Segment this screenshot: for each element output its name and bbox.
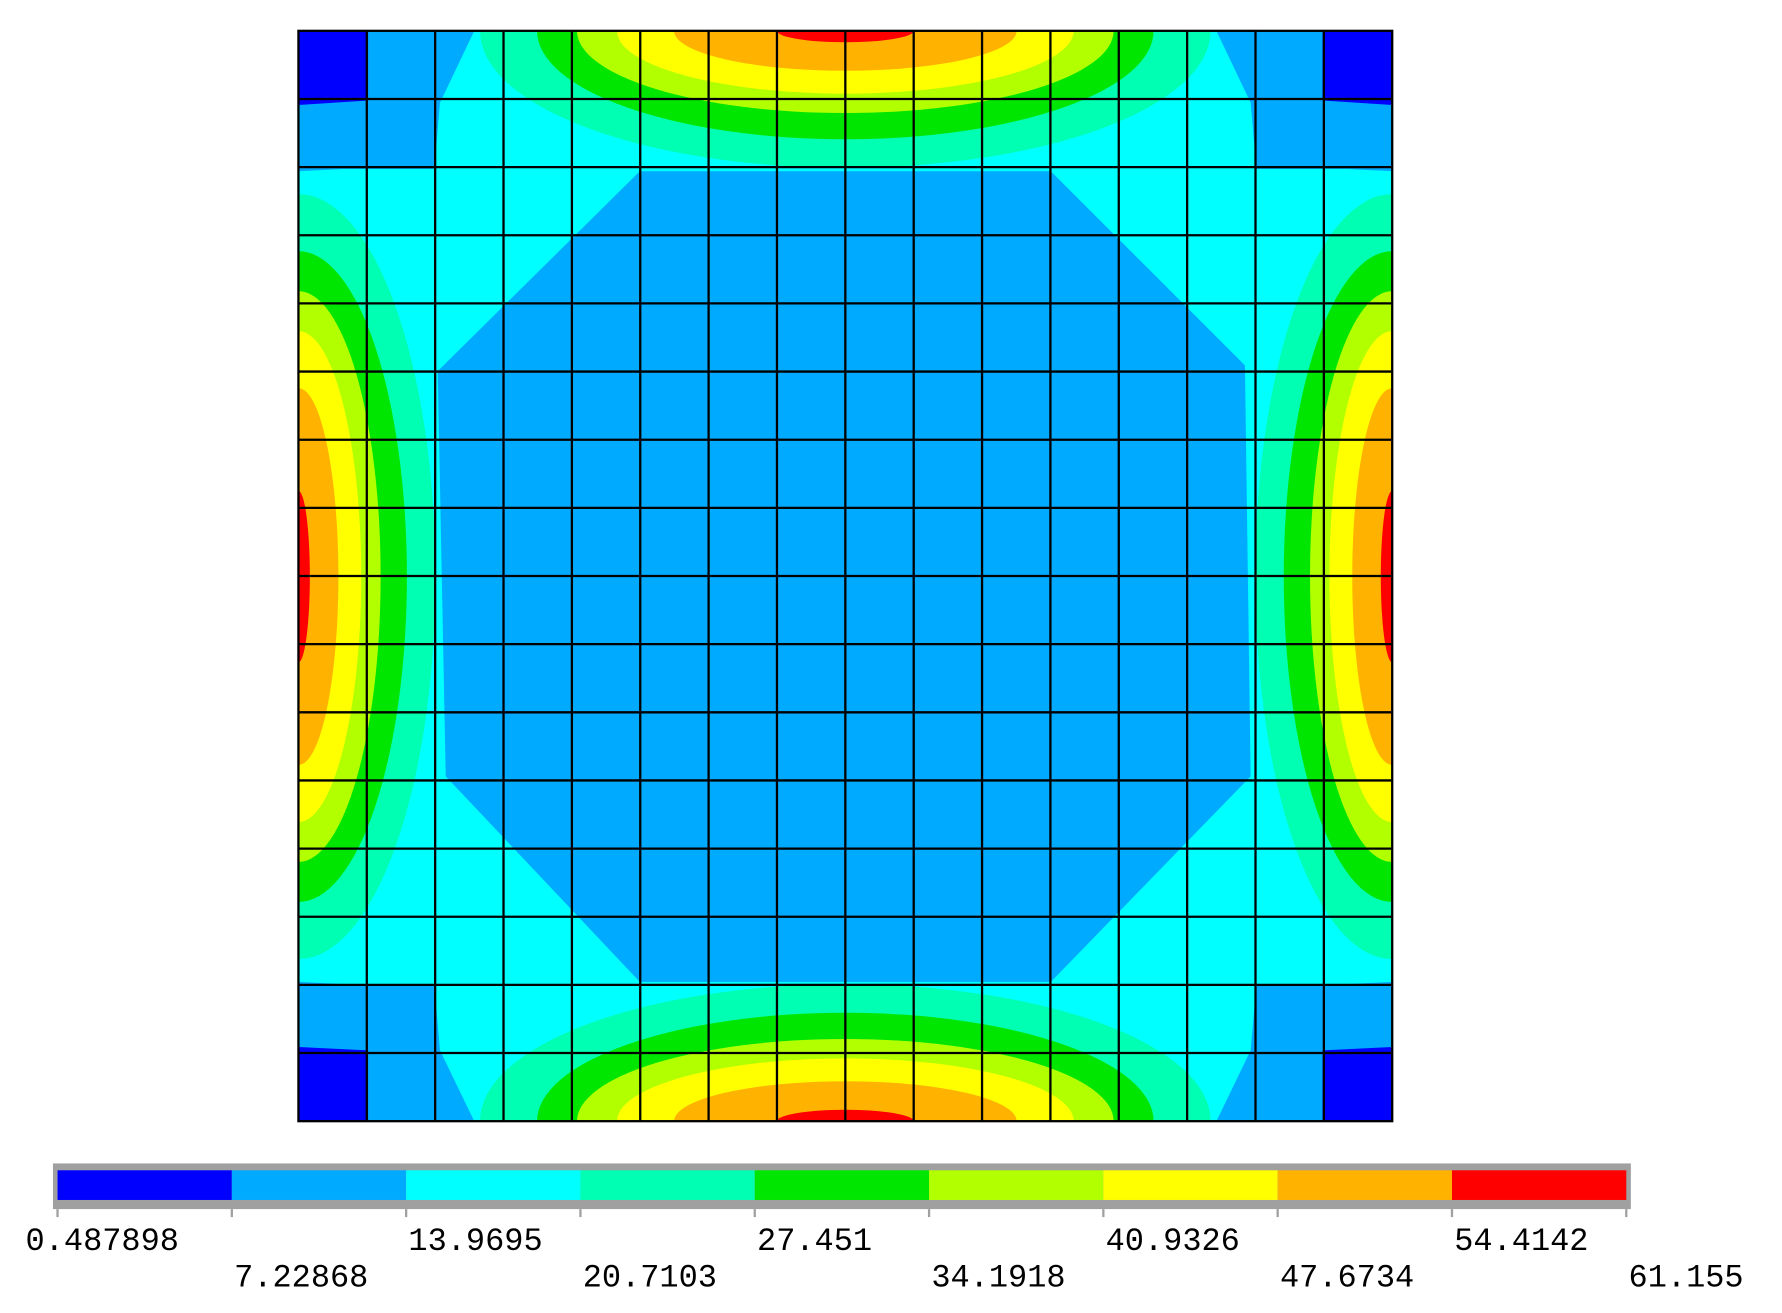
colorbar-band [754,1170,930,1200]
colorbar-tick-label: 13.9695 [408,1223,542,1260]
corner-min [1322,1046,1393,1122]
colorbar-tick-label: 7.22868 [234,1260,368,1297]
mesh [298,30,1393,1122]
colorbar-band [929,1170,1104,1200]
edge-bands [298,30,1393,1122]
colorbar-tick-label: 54.4142 [1454,1223,1588,1260]
colorbar-tick-label: 61.155 [1629,1260,1744,1297]
corner-min [1322,30,1393,106]
colorbar-tick-label: 27.451 [757,1223,872,1260]
colorbar-band [231,1170,407,1200]
colorbar-tick-label: 0.487898 [26,1223,179,1260]
colorbar-tick-label: 34.1918 [931,1260,1065,1297]
corner-min [298,1046,369,1122]
colorbar-band [406,1170,581,1200]
colorbar-band [1277,1170,1452,1200]
colorbar-band [580,1170,755,1200]
colorbar-tick-label: 20.7103 [583,1260,717,1297]
colorbar-band [1103,1170,1278,1200]
colorbar-band [57,1170,232,1200]
corner-min [298,30,369,106]
colorbar-band [1451,1170,1627,1200]
corner-minimum [298,30,1393,1122]
plot-border [297,29,1394,1123]
colorbar-tick-label: 40.9326 [1106,1223,1240,1260]
colorbar: 0.487898 7.22868 13.9695 20.7103 27.451 34.19… [26,1170,1744,1297]
colorbar-tick-label: 47.6734 [1280,1260,1414,1297]
